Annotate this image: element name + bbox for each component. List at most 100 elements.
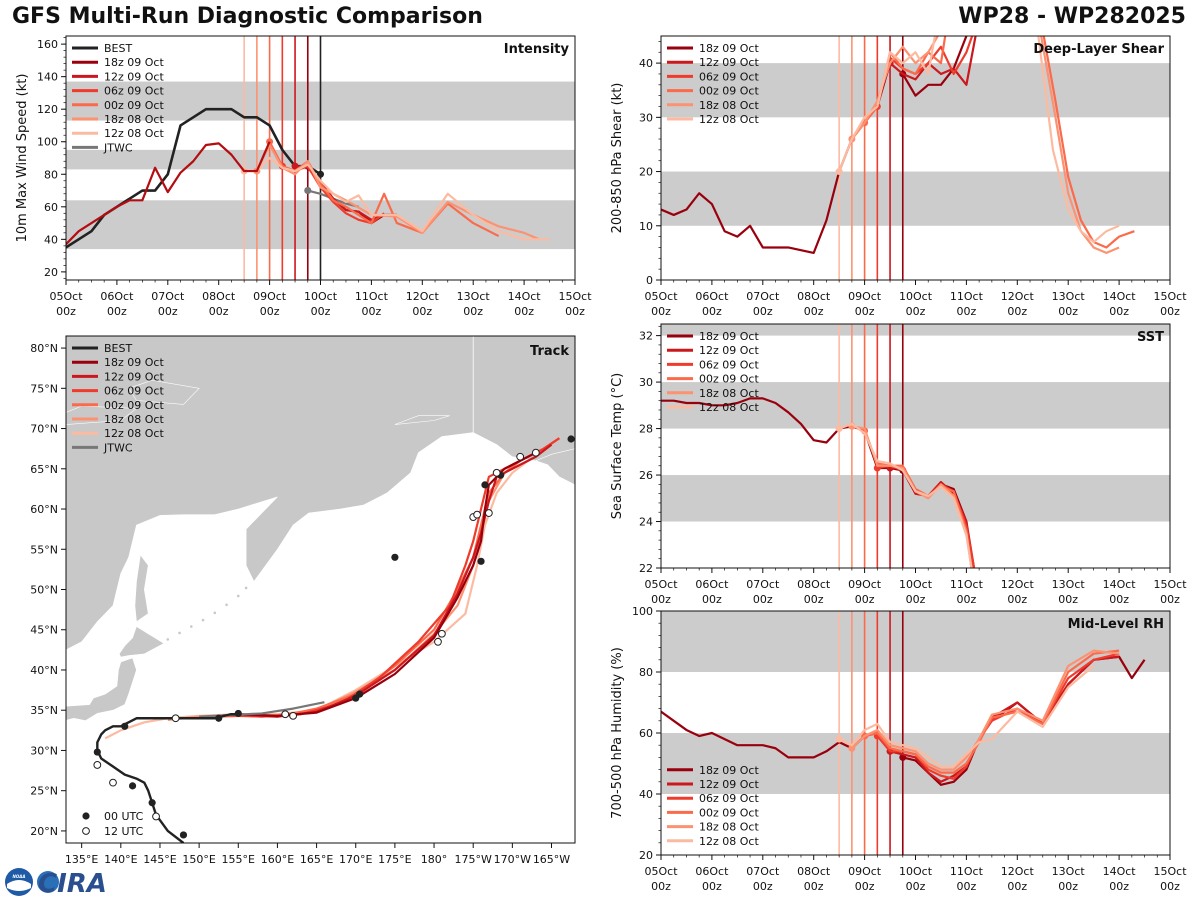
x-tick-label: 13Oct bbox=[457, 290, 491, 303]
landmass-wrangel bbox=[394, 415, 450, 425]
landmass-japan bbox=[66, 657, 137, 721]
island-marker bbox=[213, 611, 217, 615]
cira-logo-text: CIRA bbox=[38, 869, 107, 898]
legend-label: 18z 08 Oct bbox=[699, 821, 759, 834]
y-axis-label: 10m Max Wind Speed (kt) bbox=[15, 74, 30, 243]
island-marker bbox=[166, 638, 170, 641]
legend-label: 00z 09 Oct bbox=[699, 806, 759, 819]
track-marker-12utc bbox=[484, 509, 493, 517]
x-tick-label: 12Oct bbox=[1001, 865, 1035, 878]
map-area bbox=[66, 336, 575, 843]
y-tick-label: 60 bbox=[44, 201, 58, 214]
plot-area bbox=[661, 36, 1170, 280]
y-tick-label: 20 bbox=[639, 166, 653, 179]
legend-label: 00 UTC bbox=[104, 810, 144, 823]
y-tick-label: 160 bbox=[37, 38, 58, 51]
series-line-18z-09-Oct bbox=[901, 36, 968, 97]
plot-area bbox=[661, 611, 1170, 855]
y-tick-label: 40 bbox=[44, 233, 58, 246]
series-line-18z-08-Oct bbox=[851, 649, 1120, 771]
x-tick-label: 160°E bbox=[261, 853, 294, 866]
landmass-sakhalin bbox=[134, 554, 149, 623]
x-tick-label: 06Oct bbox=[100, 290, 134, 303]
track-marker-00utc bbox=[481, 481, 489, 489]
x-tick-label: 05Oct bbox=[644, 865, 678, 878]
x-tick-label: 10Oct bbox=[899, 578, 933, 591]
y-tick-label: 26 bbox=[639, 469, 653, 482]
x-tick-label: 13Oct bbox=[1052, 865, 1086, 878]
x-tick-sublabel: 00z bbox=[906, 593, 926, 606]
x-tick-sublabel: 00z bbox=[1007, 593, 1027, 606]
y-tick-label: 30 bbox=[639, 376, 653, 389]
x-tick-label: 135°E bbox=[65, 853, 98, 866]
plot-area bbox=[66, 36, 575, 280]
x-tick-label: 05Oct bbox=[49, 290, 83, 303]
track-marker-00utc bbox=[215, 714, 223, 722]
series-line-00z-09-Oct bbox=[863, 36, 1135, 249]
storm-id: WP28 - WP282025 bbox=[958, 4, 1186, 29]
x-tick-label: 09Oct bbox=[848, 290, 882, 303]
y-axis-label: Sea Surface Temp (°C) bbox=[610, 373, 625, 520]
x-tick-label: 150°E bbox=[182, 853, 215, 866]
legend-label: 18z 09 Oct bbox=[104, 56, 164, 69]
x-tick-label: 15Oct bbox=[1153, 578, 1187, 591]
plot-area bbox=[661, 324, 1170, 568]
x-tick-sublabel: 00z bbox=[906, 305, 926, 318]
x-tick-sublabel: 00z bbox=[1109, 593, 1129, 606]
x-tick-sublabel: 00z bbox=[804, 880, 824, 893]
shaded-band bbox=[661, 475, 1170, 522]
y-tick-label: 55°N bbox=[30, 543, 58, 556]
best-latest-marker bbox=[317, 170, 324, 178]
shaded-band bbox=[661, 611, 1170, 672]
x-tick-label: 15Oct bbox=[1153, 290, 1187, 303]
legend-label: 00z 09 Oct bbox=[699, 85, 759, 98]
series-line-12z-09-Oct bbox=[889, 36, 977, 86]
x-tick-label: 15Oct bbox=[558, 290, 592, 303]
x-tick-label: 07Oct bbox=[746, 578, 780, 591]
island-marker bbox=[189, 625, 193, 628]
series-line-00z-08-Oct bbox=[66, 141, 271, 245]
legend-label: 12z 08 Oct bbox=[104, 127, 164, 140]
x-tick-sublabel: 00z bbox=[1109, 880, 1129, 893]
x-tick-sublabel: 00z bbox=[56, 305, 76, 318]
x-tick-label: 07Oct bbox=[151, 290, 185, 303]
x-tick-label: 175°W bbox=[455, 853, 492, 866]
x-tick-label: 06Oct bbox=[695, 578, 729, 591]
y-tick-label: 75°N bbox=[30, 382, 58, 395]
panel-title: Track bbox=[530, 344, 569, 359]
landmass-asia bbox=[66, 336, 575, 651]
x-tick-sublabel: 00z bbox=[906, 880, 926, 893]
legend-label: 12z 08 Oct bbox=[104, 427, 164, 440]
x-tick-label: 07Oct bbox=[746, 290, 780, 303]
track-marker-00utc bbox=[234, 709, 242, 718]
x-tick-sublabel: 00z bbox=[804, 593, 824, 606]
y-tick-label: 100 bbox=[632, 605, 653, 618]
x-tick-label: 155°E bbox=[222, 853, 255, 866]
legend-label: 06z 09 Oct bbox=[699, 70, 759, 83]
x-tick-label: 10Oct bbox=[899, 865, 933, 878]
track-marker-12utc bbox=[281, 710, 290, 719]
x-tick-sublabel: 00z bbox=[855, 305, 875, 318]
x-tick-label: 08Oct bbox=[202, 290, 236, 303]
track-marker-00utc bbox=[128, 782, 137, 790]
series-line-12z-08-Oct bbox=[838, 422, 973, 568]
track-marker-00utc bbox=[356, 690, 364, 698]
landmass-new-siberian-islands bbox=[128, 379, 200, 405]
x-tick-sublabel: 00z bbox=[1058, 305, 1078, 318]
track-marker-12utc bbox=[152, 812, 160, 821]
shaded-band bbox=[661, 733, 1170, 794]
x-tick-sublabel: 00z bbox=[1007, 880, 1027, 893]
y-tick-label: 40 bbox=[639, 788, 653, 801]
y-tick-label: 45°N bbox=[30, 624, 58, 637]
track-marker-00utc bbox=[477, 557, 485, 565]
x-tick-label: 10Oct bbox=[899, 290, 933, 303]
y-tick-label: 24 bbox=[639, 516, 653, 529]
x-tick-label: 14Oct bbox=[1103, 865, 1137, 878]
x-tick-sublabel: 00z bbox=[209, 305, 229, 318]
init-marker bbox=[835, 168, 843, 176]
y-tick-label: 22 bbox=[639, 562, 653, 575]
panel-shear: 0 10 20 30 40 05Oct 00z 06Oct 00z 07Oct 00z 08Oct 00… bbox=[610, 35, 1187, 318]
island-marker bbox=[178, 631, 181, 635]
legend-marker-00utc bbox=[82, 812, 90, 820]
x-tick-sublabel: 00z bbox=[1160, 305, 1180, 318]
